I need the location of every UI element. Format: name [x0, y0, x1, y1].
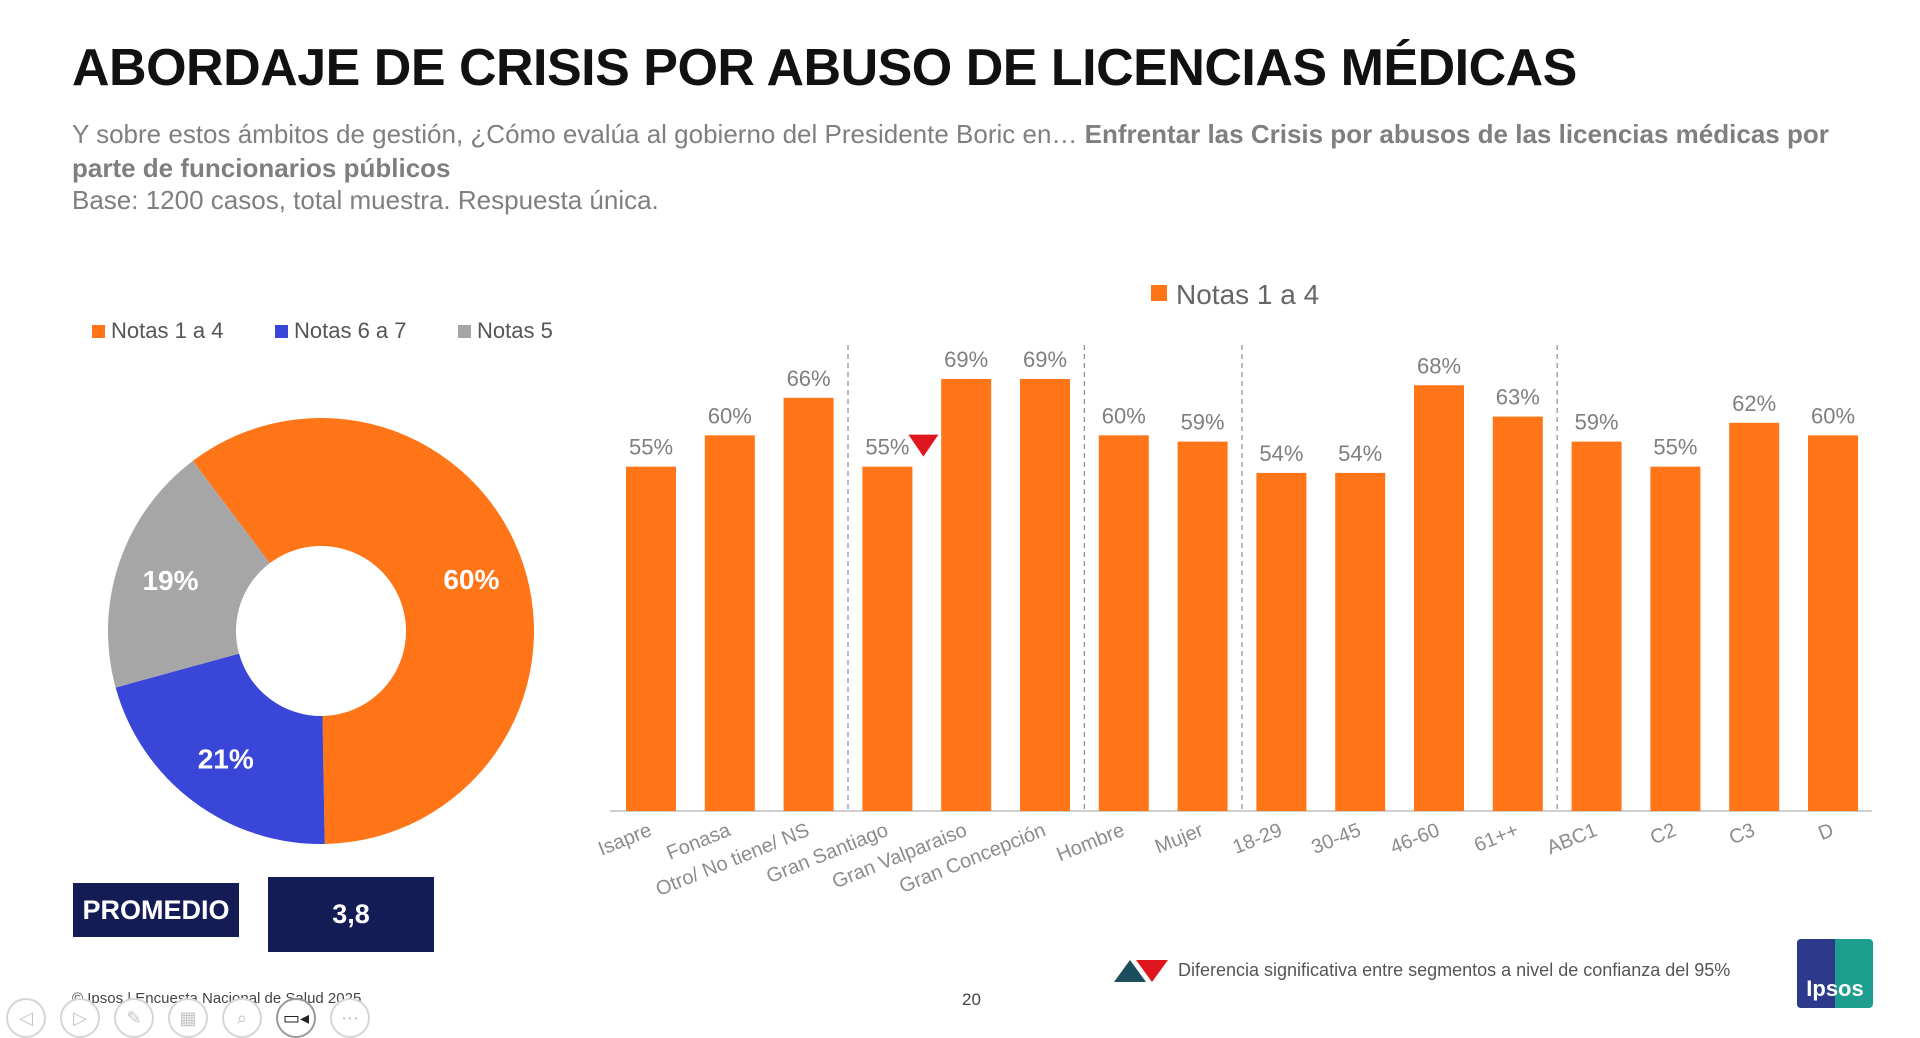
bar-value-label-gran-santiago: 55% [865, 435, 909, 460]
zoom-icon: ⌕ [236, 1007, 248, 1028]
bar-value-label-46-60: 68% [1417, 353, 1461, 378]
bar-isapre [626, 466, 676, 811]
bar-category-label-abc1: ABC1 [1544, 819, 1601, 859]
bar-value-label-fonasa: 60% [708, 403, 752, 428]
pie-legend-label-notas-6-a-7: Notas 6 a 7 [294, 318, 407, 343]
presentation-toolbar: ◁ ▷ ✎ ▦ ⌕ ▭◂ ⋯ [6, 998, 370, 1038]
bar-61 [1492, 416, 1543, 811]
pen-tool-button[interactable]: ✎ [114, 998, 154, 1038]
bar-abc1 [1571, 441, 1622, 811]
bar-value-label-d: 60% [1811, 403, 1855, 428]
donut-label-notas-6-a-7: 21% [198, 743, 254, 774]
bar-legend-label: Notas 1 a 4 [1176, 279, 1319, 310]
bar-value-label-61: 63% [1496, 385, 1540, 410]
question-bold: Enfrentar las Crisis por abusos de las l… [72, 119, 1829, 183]
significance-marker-gran-santiago-icon [908, 434, 939, 457]
bar-c2 [1650, 466, 1701, 811]
page-title: ABORDAJE DE CRISIS POR ABUSO DE LICENCIA… [72, 39, 1577, 97]
bar-category-label-isapre: Isapre [595, 819, 655, 860]
bar-value-label-otro-no-tiene-ns: 66% [787, 366, 831, 391]
ipsos-logo-text: Ipsos [1806, 976, 1864, 1001]
bar-hombre [1098, 435, 1149, 811]
bar-value-label-30-45: 54% [1338, 441, 1382, 466]
pie-legend-swatch-notas-6-a-7 [275, 325, 288, 338]
bar-category-label-18-29: 18-29 [1230, 819, 1286, 859]
bar-category-label-30-45: 30-45 [1308, 819, 1364, 859]
promedio-value: 3,8 [268, 877, 434, 952]
significance-legend-icon [1114, 960, 1168, 982]
base-text: Base: 1200 casos, total muestra. Respues… [72, 185, 659, 215]
pen-tool-icon: ✎ [126, 1007, 142, 1028]
bar-category-label-c3: C3 [1726, 819, 1758, 849]
zoom-button[interactable]: ⌕ [222, 998, 262, 1038]
bar-legend-swatch [1151, 285, 1167, 301]
promedio-label: PROMEDIO [73, 883, 239, 937]
bar-value-label-hombre: 60% [1102, 403, 1146, 428]
bar-otro-no-tiene-ns [783, 397, 834, 811]
bar-value-label-gran-valparaiso: 69% [944, 347, 988, 372]
bar-gran-concepci-n [1020, 379, 1070, 811]
bar-c3 [1729, 422, 1780, 811]
pie-legend-label-notas-5: Notas 5 [477, 318, 553, 343]
slides-overview-button[interactable]: ▦ [168, 998, 208, 1038]
bar-30-45 [1335, 472, 1386, 811]
pie-legend-label-notas-1-a-4: Notas 1 a 4 [111, 318, 224, 343]
bar-gran-santiago [862, 466, 913, 811]
bar-category-label-d: D [1815, 819, 1837, 845]
pie-legend-swatch-notas-5 [458, 325, 471, 338]
camera-icon: ▭◂ [282, 1007, 310, 1028]
slides-overview-icon: ▦ [179, 1007, 197, 1028]
bar-value-label-18-29: 54% [1259, 441, 1303, 466]
ipsos-logo: Ipsos [1797, 939, 1873, 1008]
bar-category-label-c2: C2 [1647, 819, 1679, 849]
bar-value-label-c3: 62% [1732, 391, 1776, 416]
next-slide-icon: ▷ [73, 1007, 87, 1028]
question-text: Y sobre estos ámbitos de gestión, ¿Cómo … [72, 117, 1862, 185]
bar-category-label-mujer: Mujer [1152, 819, 1207, 858]
bar-d [1808, 435, 1858, 811]
donut-slice-notas-1-a-4 [192, 418, 534, 844]
more-options-icon: ⋯ [341, 1007, 359, 1028]
bar-category-label-61: 61++ [1471, 819, 1522, 856]
question-lead: Y sobre estos ámbitos de gestión, ¿Cómo … [72, 119, 1085, 149]
bar-value-label-isapre: 55% [629, 435, 673, 460]
bar-46-60 [1414, 385, 1464, 811]
bar-mujer [1177, 441, 1228, 811]
bar-gran-valparaiso [941, 379, 992, 811]
bar-category-label-46-60: 46-60 [1387, 819, 1443, 859]
bar-value-label-abc1: 59% [1575, 410, 1619, 435]
donut-label-notas-1-a-4: 60% [443, 564, 499, 595]
bar-fonasa [704, 435, 755, 811]
donut-slice-notas-5 [107, 460, 270, 688]
bar-value-label-gran-concepci-n: 69% [1023, 347, 1067, 372]
next-slide-button[interactable]: ▷ [60, 998, 100, 1038]
bar-value-label-c2: 55% [1653, 435, 1697, 460]
previous-slide-icon: ◁ [19, 1007, 33, 1028]
bar-category-label-hombre: Hombre [1053, 819, 1127, 866]
bar-18-29 [1256, 472, 1307, 811]
donut-label-notas-5: 19% [142, 565, 198, 596]
donut-slice-notas-6-a-7 [115, 653, 325, 844]
bar-value-label-mujer: 59% [1181, 410, 1225, 435]
significance-note: Diferencia significativa entre segmentos… [1178, 960, 1731, 980]
pie-legend-swatch-notas-1-a-4 [92, 325, 105, 338]
more-options-button[interactable]: ⋯ [330, 998, 370, 1038]
camera-button[interactable]: ▭◂ [276, 998, 316, 1038]
previous-slide-button[interactable]: ◁ [6, 998, 46, 1038]
page-number: 20 [962, 990, 981, 1009]
